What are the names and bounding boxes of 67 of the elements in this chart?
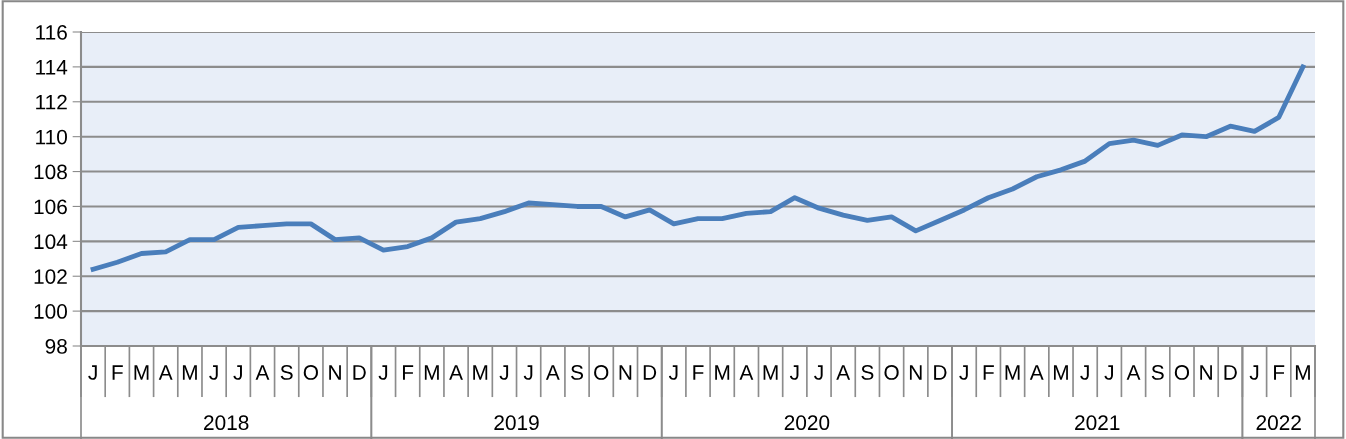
x-tick-label: J <box>233 365 242 380</box>
x-tick-label: J <box>1104 365 1113 380</box>
y-tick-label: 106 <box>34 199 67 215</box>
x-tick-label: J <box>1249 365 1259 380</box>
x-tick-label: A <box>836 365 851 380</box>
x-tick-label: S <box>861 365 874 380</box>
x-tick-label: J <box>959 365 968 380</box>
x-tick-label: J <box>523 365 533 380</box>
x-tick-label: D <box>643 365 657 380</box>
x-tick-label: O <box>303 365 318 380</box>
x-tick-label: D <box>934 365 947 380</box>
x-tick-label: J <box>209 365 218 380</box>
text: 2021 <box>1075 415 1120 431</box>
text: 2022 <box>1256 415 1301 431</box>
y-tick-label: 100 <box>34 304 67 319</box>
x-tick-label: J <box>1080 365 1089 380</box>
x-tick-label: M <box>1005 365 1020 380</box>
x-tick-label: M <box>182 365 197 380</box>
x-tick-label: M <box>134 365 149 380</box>
text: 2018 <box>204 415 249 431</box>
x-tick-label: M <box>1053 365 1068 380</box>
x-tick-label: N <box>329 365 341 380</box>
x-tick-label: A <box>739 365 754 380</box>
y-tick-label: 108 <box>34 164 67 180</box>
x-tick-label: N <box>619 365 632 380</box>
text: 2020 <box>784 415 830 431</box>
x-tick-label: S <box>1151 365 1164 380</box>
x-tick-label: S <box>280 365 293 380</box>
y-tick-label: 110 <box>36 129 67 145</box>
x-tick-label: O <box>884 365 899 380</box>
y-tick-label: 98 <box>45 339 67 354</box>
x-tick-label: J <box>668 365 678 380</box>
x-tick-label: A <box>1126 365 1141 380</box>
x-tick-label: M <box>715 365 730 380</box>
x-tick-label: M <box>473 365 488 380</box>
x-tick-label: J <box>378 365 388 380</box>
x-tick-label: S <box>571 365 584 380</box>
x-tick-label: F <box>402 365 414 380</box>
x-tick-label: N <box>1200 365 1212 380</box>
x-tick-label: A <box>1029 365 1044 380</box>
x-tick-label: J <box>499 365 509 380</box>
x-tick-label: F <box>983 365 994 380</box>
x-tick-label: O <box>594 365 609 380</box>
x-tick-label: J <box>88 365 97 380</box>
x-tick-label: J <box>789 365 799 380</box>
x-tick-label: N <box>909 365 922 380</box>
x-tick-label: A <box>255 365 270 380</box>
x-tick-label: F <box>112 365 123 380</box>
y-tick-label: 114 <box>36 60 68 75</box>
x-tick-label: A <box>545 365 560 380</box>
x-tick-label: M <box>763 365 778 380</box>
line-series <box>90 64 1306 272</box>
x-tick-label: M <box>1295 365 1310 380</box>
x-tick-label: A <box>449 365 463 380</box>
y-tick-label: 102 <box>34 269 67 284</box>
x-tick-label: D <box>1224 365 1237 380</box>
y-tick-label: 116 <box>36 25 67 40</box>
x-tick-label: O <box>1174 365 1190 380</box>
x-tick-label: M <box>424 365 439 380</box>
x-tick-label: A <box>158 365 173 380</box>
y-tick-label: 112 <box>36 94 67 110</box>
x-tick-label: J <box>814 365 823 380</box>
y-tick-label: 104 <box>34 234 68 250</box>
x-tick-label: F <box>693 365 704 380</box>
x-tick-label: D <box>353 365 366 380</box>
text: 2019 <box>494 415 539 431</box>
x-tick-label: F <box>1274 365 1285 380</box>
